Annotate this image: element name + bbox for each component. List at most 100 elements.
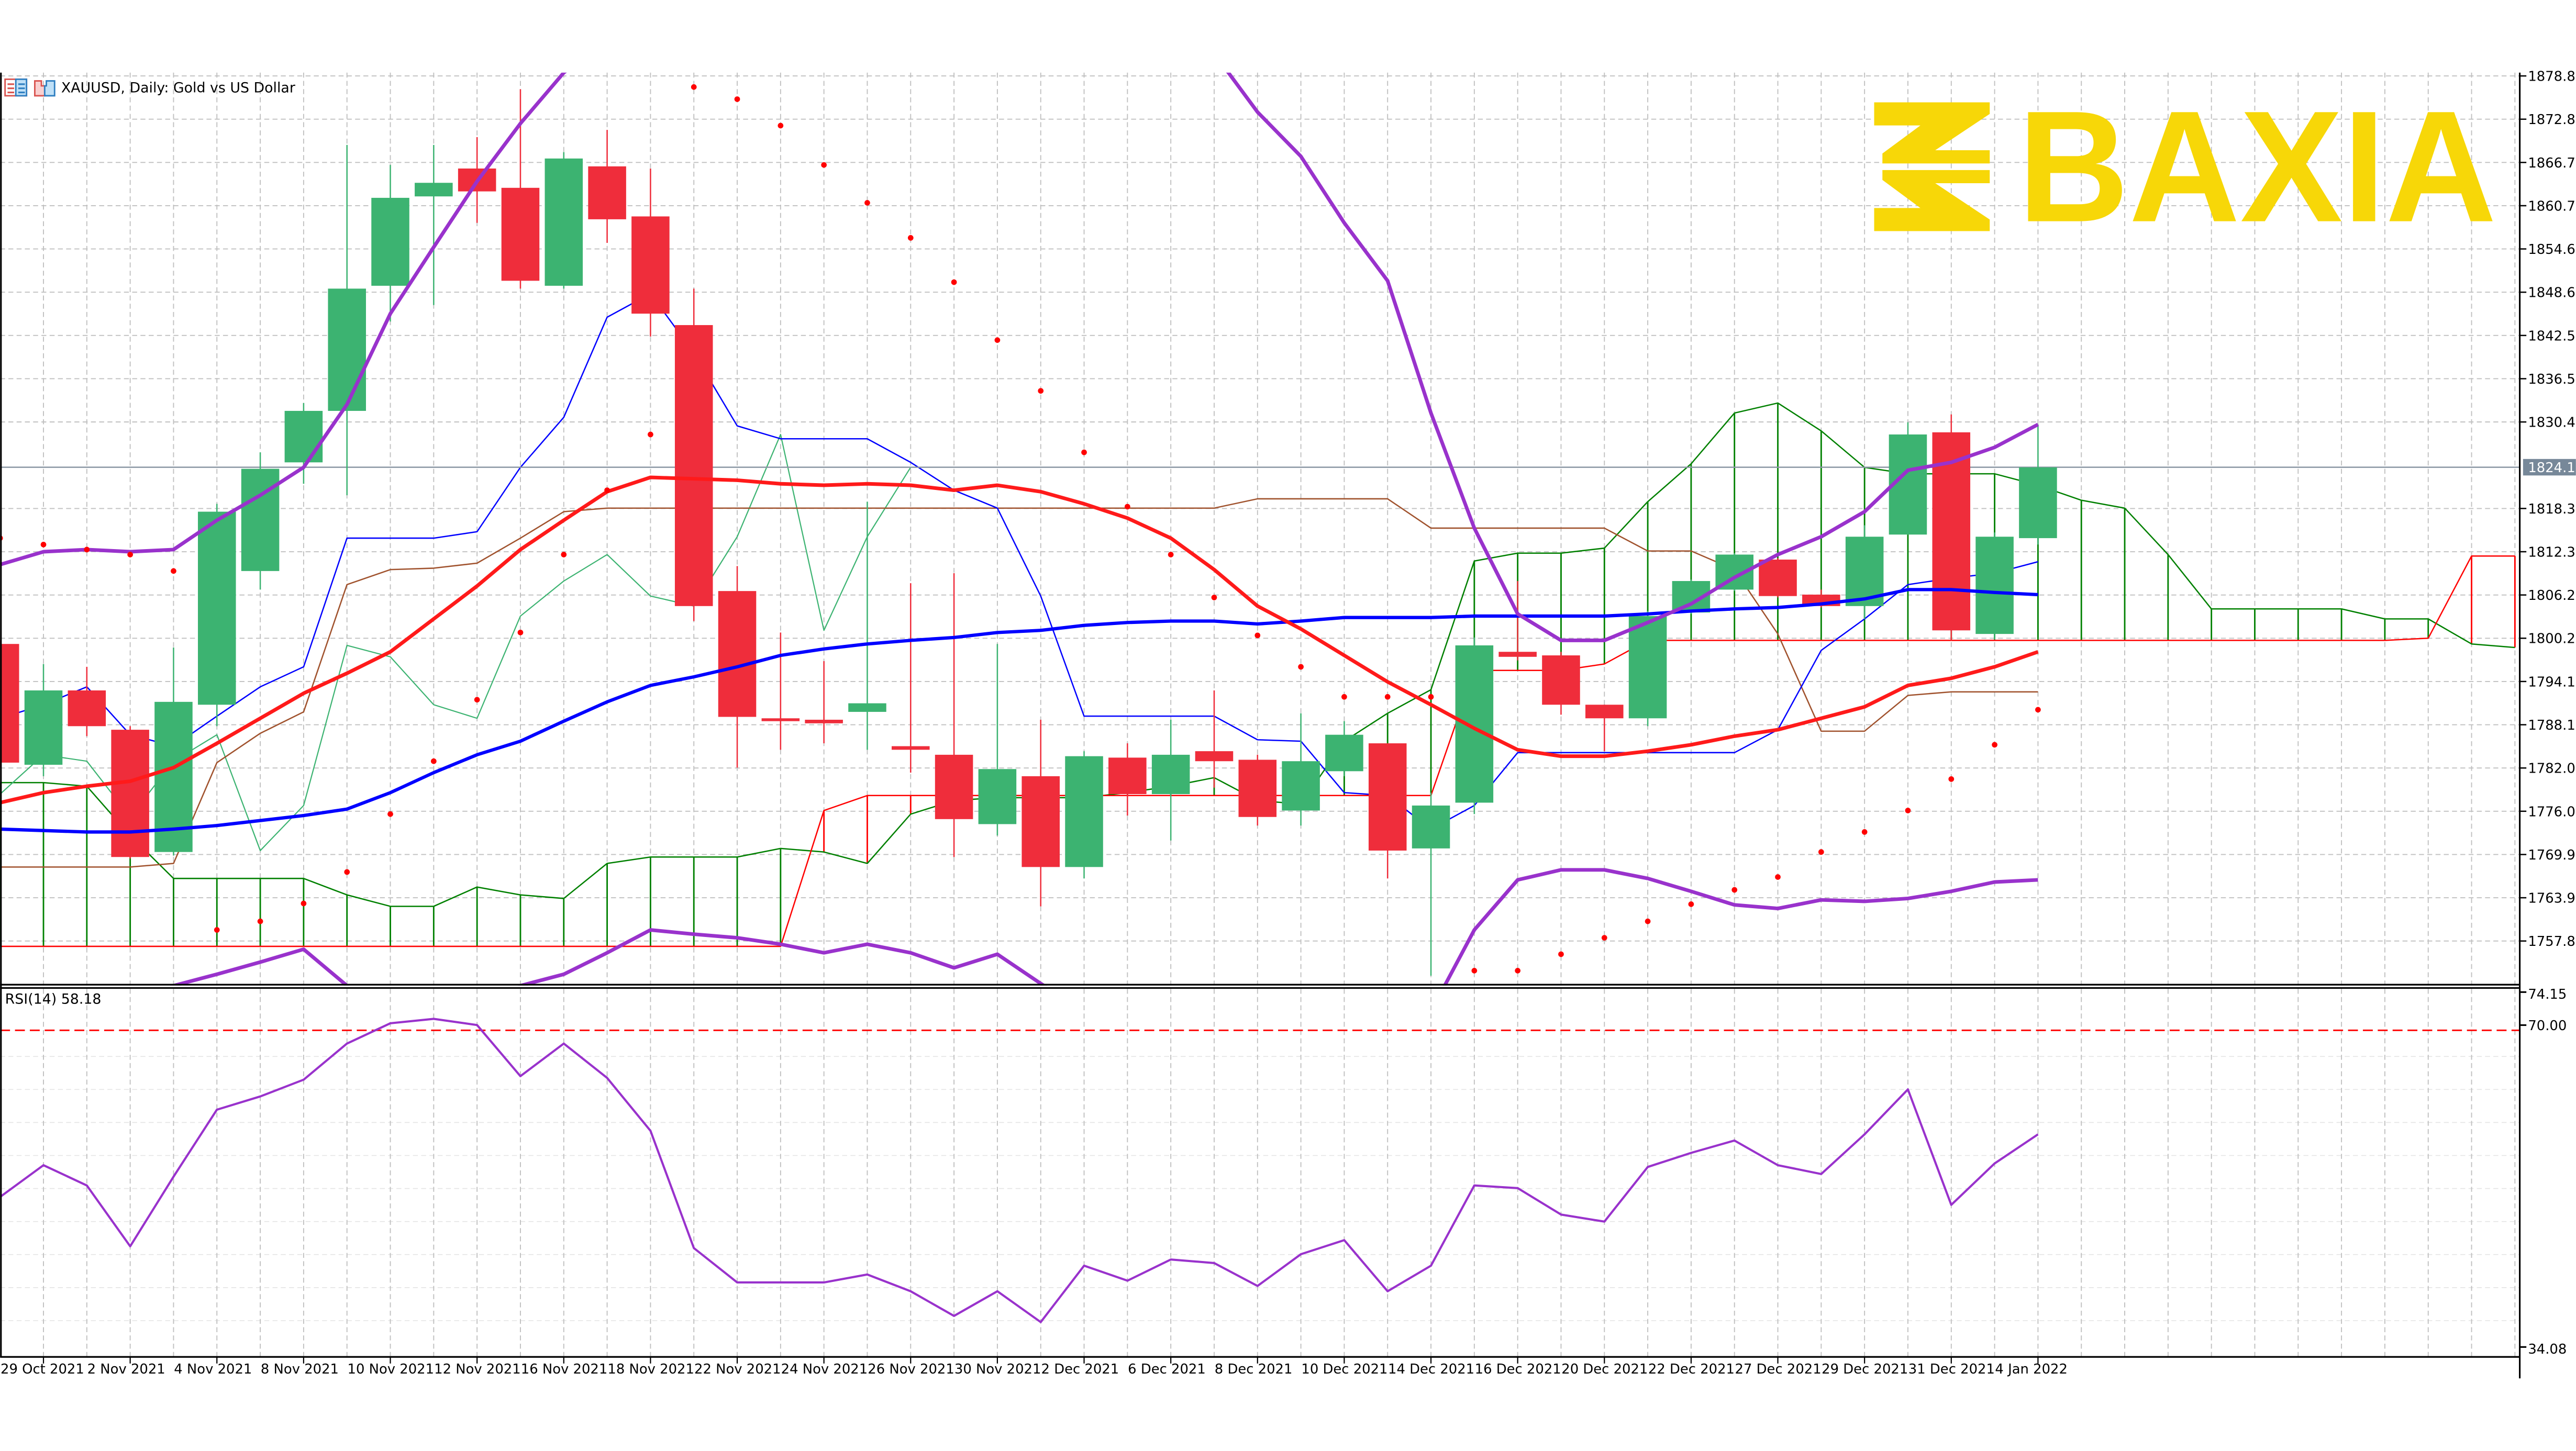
parabolic-sar-dot	[1731, 887, 1738, 893]
candle-bullish[interactable]	[1282, 713, 1320, 826]
time-tick-label: 8 Dec 2021	[1215, 1361, 1293, 1377]
candle-bearish[interactable]	[68, 666, 106, 736]
candle-body	[68, 690, 106, 727]
candle-bearish[interactable]	[1021, 719, 1060, 907]
candle-bearish[interactable]	[1498, 581, 1537, 661]
candle-body	[2019, 467, 2057, 539]
candle-bullish[interactable]	[978, 644, 1017, 836]
candle-bearish[interactable]	[1108, 743, 1147, 816]
moving-average-fast-line	[0, 475, 2039, 805]
candle-body	[1065, 756, 1103, 867]
candle-bullish[interactable]	[1628, 611, 1667, 727]
price-tick-label: 1757.85	[2528, 934, 2576, 950]
time-tick-label: 2 Nov 2021	[87, 1361, 165, 1377]
time-tick-label: 27 Dec 2021	[1735, 1361, 1822, 1377]
rsi-plot[interactable]	[0, 1018, 2520, 1323]
candle-bullish[interactable]	[2019, 424, 2057, 545]
parabolic-sar-dot	[257, 918, 263, 924]
candle-body	[1498, 652, 1537, 657]
candle-bullish[interactable]	[198, 504, 236, 727]
parabolic-sar-dot	[1298, 664, 1304, 670]
ichimoku-tenkan-line	[0, 293, 2038, 830]
time-tick-label: 2 Dec 2021	[1041, 1361, 1119, 1377]
candle-bullish[interactable]	[284, 403, 323, 484]
time-tick-label: 16 Nov 2021	[521, 1361, 608, 1377]
current-price-tag-bg	[2523, 459, 2576, 476]
candle-bullish[interactable]	[1975, 532, 2014, 640]
candle-body	[24, 690, 63, 765]
parabolic-sar-dot	[214, 927, 220, 933]
price-tick-label: 1806.25	[2528, 588, 2576, 604]
candle-body	[1368, 743, 1407, 851]
parabolic-sar-dot	[734, 96, 740, 102]
candle-bearish[interactable]	[674, 288, 713, 621]
candle-bearish[interactable]	[631, 168, 670, 337]
candle-bullish[interactable]	[371, 165, 409, 322]
candle-body	[805, 719, 843, 723]
candle-bullish[interactable]	[848, 501, 886, 750]
candle-bearish[interactable]	[1238, 754, 1277, 826]
candle-bullish[interactable]	[415, 144, 453, 305]
candle-bearish[interactable]	[588, 130, 626, 243]
candle-body	[1455, 645, 1494, 803]
parabolic-sar-dot	[1688, 901, 1694, 907]
time-tick-label: 6 Dec 2021	[1128, 1361, 1206, 1377]
candle-body	[935, 754, 973, 819]
candle-bullish[interactable]	[24, 664, 63, 776]
candle-body	[674, 325, 713, 606]
candle-body	[198, 511, 236, 705]
parabolic-sar-dot	[517, 629, 524, 635]
ichimoku-chikou-line	[0, 433, 912, 852]
price-tick-label: 1842.55	[2528, 328, 2576, 344]
parabolic-sar-dot	[1948, 776, 1955, 782]
price-tick-label: 1860.70	[2528, 198, 2576, 214]
bollinger-lower-band	[170, 868, 2038, 986]
candle-bearish[interactable]	[1195, 690, 1234, 788]
price-tick-label: 1818.35	[2528, 501, 2576, 517]
rsi-axis-level: 70.00	[2528, 1018, 2567, 1034]
parabolic-sar-dot	[1905, 808, 1911, 813]
parabolic-sar-dot	[951, 279, 957, 285]
time-tick-label: 22 Nov 2021	[694, 1361, 781, 1377]
candle-bullish[interactable]	[1455, 637, 1494, 814]
candle-bullish[interactable]	[1845, 525, 1884, 619]
candle-body	[0, 644, 19, 763]
candle-bearish[interactable]	[892, 583, 930, 773]
candle-body	[1628, 616, 1667, 719]
chart-window-icon[interactable]	[34, 80, 55, 97]
candle-body	[241, 468, 280, 571]
market-watch-icon[interactable]	[4, 78, 28, 97]
parabolic-sar-dot	[40, 541, 47, 548]
candle-bullish[interactable]	[328, 144, 366, 496]
candle-bullish[interactable]	[241, 452, 280, 590]
candle-bearish[interactable]	[1585, 705, 1624, 752]
price-plot[interactable]	[0, 0, 2520, 1069]
candle-bullish[interactable]	[1412, 793, 1450, 976]
time-tick-label: 12 Nov 2021	[434, 1361, 521, 1377]
candle-bullish[interactable]	[545, 152, 583, 289]
candle-bullish[interactable]	[1889, 422, 1927, 535]
parabolic-sar-dot	[2035, 707, 2041, 713]
time-tick-label: 18 Nov 2021	[607, 1361, 694, 1377]
candle-bearish[interactable]	[1542, 652, 1580, 715]
candle-bearish[interactable]	[0, 640, 19, 768]
candle-bearish[interactable]	[935, 573, 973, 857]
rsi-axis-top: 74.15	[2528, 987, 2567, 1002]
candle-bullish[interactable]	[1325, 721, 1363, 776]
candle-body	[1412, 805, 1450, 849]
parabolic-sar-dot	[474, 697, 480, 703]
candle-bearish[interactable]	[111, 726, 149, 858]
time-tick-label: 4 Jan 2022	[1995, 1361, 2067, 1377]
candle-bearish[interactable]	[805, 661, 843, 744]
parabolic-sar-dot	[1428, 694, 1434, 700]
candle-bullish[interactable]	[1151, 719, 1190, 841]
moving-average-slow-line	[0, 588, 2038, 834]
candle-bearish[interactable]	[761, 632, 800, 750]
candle-bullish[interactable]	[1065, 751, 1103, 879]
candle-bearish[interactable]	[501, 89, 540, 289]
candle-bearish[interactable]	[1759, 558, 1797, 598]
candle-bearish[interactable]	[1932, 414, 1971, 641]
candle-body	[718, 591, 757, 717]
candle-bearish[interactable]	[1368, 743, 1407, 879]
